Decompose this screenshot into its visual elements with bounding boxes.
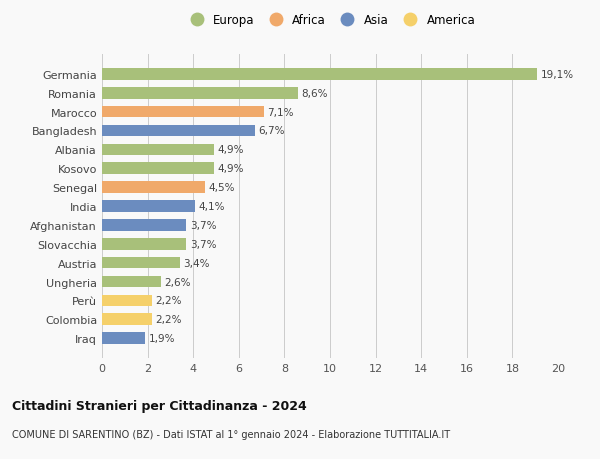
Bar — [102, 219, 187, 231]
Bar — [102, 333, 145, 344]
Text: 7,1%: 7,1% — [268, 107, 294, 118]
Bar — [102, 106, 264, 118]
Bar — [102, 295, 152, 307]
Text: 4,5%: 4,5% — [208, 183, 235, 193]
Text: Cittadini Stranieri per Cittadinanza - 2024: Cittadini Stranieri per Cittadinanza - 2… — [12, 399, 307, 412]
Bar — [102, 276, 161, 288]
Text: 4,1%: 4,1% — [199, 202, 226, 212]
Text: COMUNE DI SARENTINO (BZ) - Dati ISTAT al 1° gennaio 2024 - Elaborazione TUTTITAL: COMUNE DI SARENTINO (BZ) - Dati ISTAT al… — [12, 429, 450, 439]
Bar — [102, 88, 298, 99]
Bar — [102, 201, 196, 213]
Bar — [102, 163, 214, 175]
Text: 3,7%: 3,7% — [190, 220, 216, 230]
Bar — [102, 238, 187, 250]
Text: 8,6%: 8,6% — [302, 89, 328, 99]
Bar — [102, 69, 538, 80]
Bar — [102, 314, 152, 325]
Text: 2,6%: 2,6% — [164, 277, 191, 287]
Bar — [102, 144, 214, 156]
Bar — [102, 182, 205, 194]
Text: 3,4%: 3,4% — [183, 258, 209, 268]
Legend: Europa, Africa, Asia, America: Europa, Africa, Asia, America — [185, 14, 475, 27]
Text: 4,9%: 4,9% — [217, 164, 244, 174]
Text: 2,2%: 2,2% — [155, 296, 182, 306]
Text: 19,1%: 19,1% — [541, 70, 574, 80]
Text: 1,9%: 1,9% — [149, 333, 175, 343]
Text: 4,9%: 4,9% — [217, 145, 244, 155]
Text: 6,7%: 6,7% — [258, 126, 284, 136]
Bar — [102, 125, 255, 137]
Bar — [102, 257, 179, 269]
Text: 3,7%: 3,7% — [190, 239, 216, 249]
Text: 2,2%: 2,2% — [155, 314, 182, 325]
